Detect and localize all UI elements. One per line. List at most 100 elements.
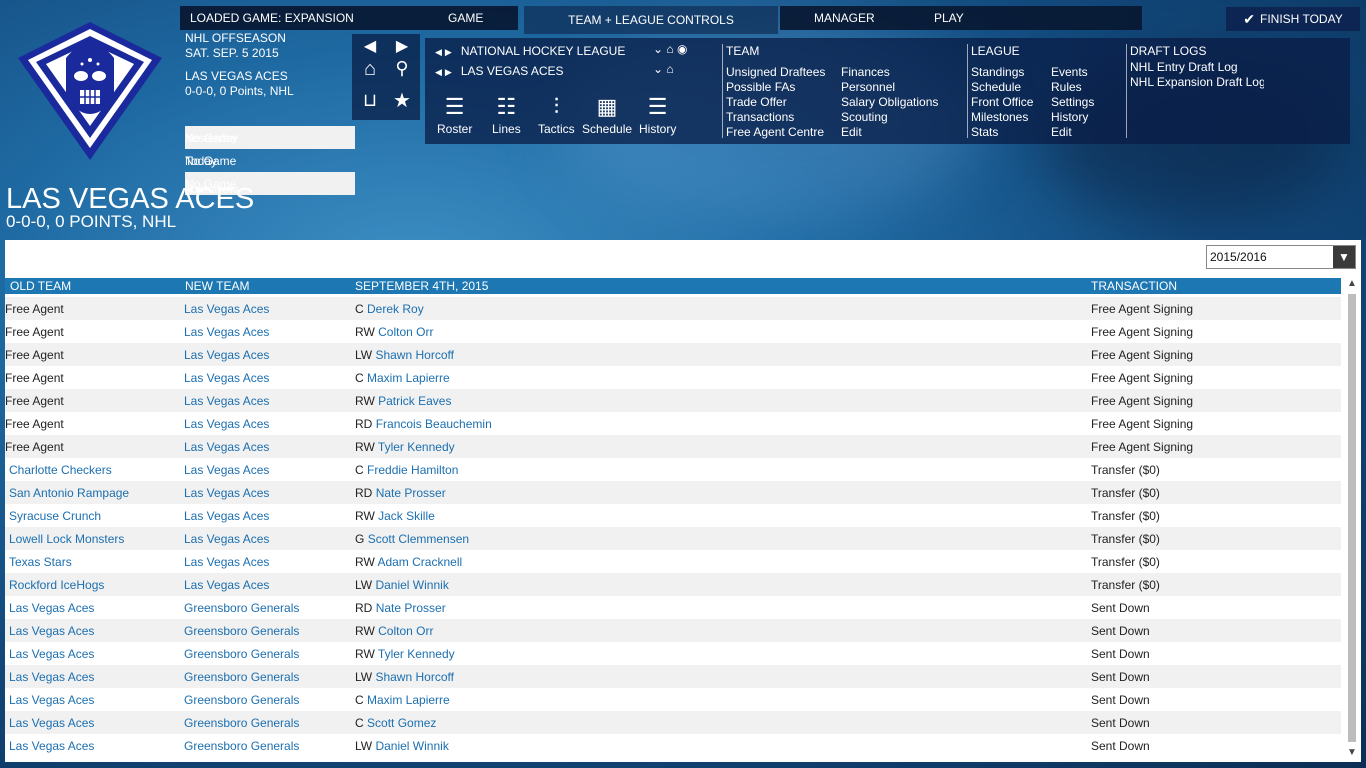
old-team-cell[interactable]: Las Vegas Aces bbox=[9, 670, 95, 684]
player-link[interactable]: Daniel Winnik bbox=[375, 739, 449, 753]
header-new-team[interactable]: NEW TEAM bbox=[185, 279, 250, 293]
old-team-cell[interactable]: San Antonio Rampage bbox=[9, 486, 130, 500]
new-team-cell[interactable]: Greensboro Generals bbox=[184, 716, 300, 730]
team-logo[interactable] bbox=[14, 18, 166, 164]
manager-menu[interactable]: MANAGER bbox=[814, 11, 875, 25]
events-link[interactable]: Events bbox=[1051, 65, 1088, 79]
player-link[interactable]: Tyler Kennedy bbox=[377, 440, 455, 454]
header-date[interactable]: SEPTEMBER 4TH, 2015 bbox=[355, 279, 489, 293]
player-link[interactable]: Shawn Horcoff bbox=[375, 348, 454, 362]
new-team-cell[interactable]: Las Vegas Aces bbox=[184, 325, 270, 339]
scouting-link[interactable]: Scouting bbox=[841, 110, 888, 124]
team-league-controls-tab[interactable]: TEAM + LEAGUE CONTROLS bbox=[524, 6, 778, 34]
star-icon[interactable]: ★ bbox=[393, 90, 411, 112]
new-team-cell[interactable]: Greensboro Generals bbox=[184, 624, 300, 638]
player-link[interactable]: Colton Orr bbox=[378, 624, 434, 638]
player-link[interactable]: Tyler Kennedy bbox=[377, 647, 455, 661]
new-team-cell[interactable]: Las Vegas Aces bbox=[184, 532, 270, 546]
lines-button[interactable]: ☷ Lines bbox=[492, 92, 521, 136]
player-link[interactable]: Maxim Lapierre bbox=[367, 693, 450, 707]
player-link[interactable]: Francois Beauchemin bbox=[375, 417, 492, 431]
entry-draft-log-link[interactable]: NHL Entry Draft Log bbox=[1130, 60, 1238, 74]
chevron-down-icon[interactable]: ▼ bbox=[1333, 246, 1355, 268]
league-selector[interactable]: ◀▶ NATIONAL HOCKEY LEAGUE bbox=[435, 44, 625, 58]
chevron-down-icon[interactable]: ⌄ bbox=[653, 42, 664, 56]
old-team-cell[interactable]: Las Vegas Aces bbox=[9, 647, 95, 661]
play-menu[interactable]: PLAY bbox=[934, 11, 964, 25]
player-link[interactable]: Nate Prosser bbox=[375, 601, 446, 615]
header-transaction[interactable]: TRANSACTION bbox=[1091, 279, 1178, 293]
scroll-down-icon[interactable]: ▼ bbox=[1347, 747, 1357, 758]
old-team-cell[interactable]: Rockford IceHogs bbox=[9, 578, 105, 592]
stats-link[interactable]: Stats bbox=[971, 125, 999, 139]
new-team-cell[interactable]: Las Vegas Aces bbox=[184, 371, 270, 385]
rules-link[interactable]: Rules bbox=[1051, 80, 1082, 94]
finish-today-button[interactable]: ✔ FINISH TODAY bbox=[1226, 7, 1360, 31]
player-link[interactable]: Daniel Winnik bbox=[375, 578, 449, 592]
team-edit-link[interactable]: Edit bbox=[841, 125, 862, 139]
history-button[interactable]: ☰ History bbox=[639, 92, 676, 136]
home-icon[interactable]: ⌂ bbox=[363, 58, 377, 80]
player-link[interactable]: Shawn Horcoff bbox=[375, 670, 454, 684]
player-link[interactable]: Derek Roy bbox=[367, 302, 424, 316]
new-team-cell[interactable]: Las Vegas Aces bbox=[184, 348, 270, 362]
free-agent-centre-link[interactable]: Free Agent Centre bbox=[726, 125, 825, 139]
inbox-icon[interactable]: ⊔ bbox=[362, 90, 378, 110]
new-team-cell[interactable]: Greensboro Generals bbox=[184, 670, 300, 684]
player-link[interactable]: Jack Skille bbox=[378, 509, 435, 523]
expansion-draft-log-link[interactable]: NHL Expansion Draft Log bbox=[1130, 75, 1264, 89]
old-team-cell[interactable]: Las Vegas Aces bbox=[9, 693, 95, 707]
roster-button[interactable]: ☰ Roster bbox=[437, 92, 472, 136]
old-team-cell[interactable]: Las Vegas Aces bbox=[9, 601, 95, 615]
tactics-button[interactable]: ⫶ Tactics bbox=[538, 92, 575, 136]
scroll-up-icon[interactable]: ▲ bbox=[1347, 278, 1357, 289]
scrollbar-thumb[interactable] bbox=[1348, 294, 1356, 742]
old-team-cell[interactable]: Lowell Lock Monsters bbox=[9, 532, 125, 546]
new-team-cell[interactable]: Las Vegas Aces bbox=[184, 394, 270, 408]
game-menu-label[interactable]: GAME bbox=[448, 11, 484, 25]
player-link[interactable]: Nate Prosser bbox=[375, 486, 446, 500]
milestones-link[interactable]: Milestones bbox=[971, 110, 1029, 124]
league-arrows-icon[interactable]: ◀▶ bbox=[435, 47, 455, 57]
new-team-cell[interactable]: Las Vegas Aces bbox=[184, 463, 270, 477]
new-team-cell[interactable]: Las Vegas Aces bbox=[184, 509, 270, 523]
finances-link[interactable]: Finances bbox=[841, 65, 890, 79]
league-edit-link[interactable]: Edit bbox=[1051, 125, 1072, 139]
new-team-cell[interactable]: Las Vegas Aces bbox=[184, 486, 270, 500]
standings-link[interactable]: Standings bbox=[971, 65, 1025, 79]
old-team-cell[interactable]: Las Vegas Aces bbox=[9, 739, 95, 753]
salary-obligations-link[interactable]: Salary Obligations bbox=[841, 95, 939, 109]
search-icon[interactable]: ⚲ bbox=[395, 58, 409, 78]
game-menu[interactable]: LOADED GAME: EXPANSION GAME bbox=[180, 6, 518, 30]
new-team-cell[interactable]: Greensboro Generals bbox=[184, 647, 300, 661]
league-history-link[interactable]: History bbox=[1051, 110, 1089, 124]
new-team-cell[interactable]: Las Vegas Aces bbox=[184, 417, 270, 431]
trade-offer-link[interactable]: Trade Offer bbox=[726, 95, 787, 109]
player-link[interactable]: Freddie Hamilton bbox=[367, 463, 459, 477]
new-team-cell[interactable]: Greensboro Generals bbox=[184, 693, 300, 707]
new-team-cell[interactable]: Greensboro Generals bbox=[184, 601, 300, 615]
player-link[interactable]: Patrick Eaves bbox=[378, 394, 452, 408]
old-team-cell[interactable]: Texas Stars bbox=[9, 555, 72, 569]
new-team-cell[interactable]: Greensboro Generals bbox=[184, 739, 300, 753]
back-arrow-icon[interactable]: ◀ bbox=[363, 38, 377, 55]
front-office-link[interactable]: Front Office bbox=[971, 95, 1034, 109]
new-team-cell[interactable]: Las Vegas Aces bbox=[184, 440, 270, 454]
old-team-cell[interactable]: Syracuse Crunch bbox=[9, 509, 102, 523]
player-link[interactable]: Scott Gomez bbox=[367, 716, 437, 730]
league-home-icon[interactable]: ⌂ bbox=[666, 42, 674, 56]
player-link[interactable]: Scott Clemmensen bbox=[367, 532, 470, 546]
new-team-cell[interactable]: Las Vegas Aces bbox=[184, 578, 270, 592]
scrollbar[interactable]: ▲ ▼ bbox=[1346, 278, 1358, 758]
player-link[interactable]: Maxim Lapierre bbox=[367, 371, 450, 385]
new-team-cell[interactable]: Las Vegas Aces bbox=[184, 555, 270, 569]
chevron-down-icon[interactable]: ⌄ bbox=[653, 62, 664, 76]
possible-fas-link[interactable]: Possible FAs bbox=[726, 80, 796, 94]
forward-arrow-icon[interactable]: ▶ bbox=[395, 38, 409, 55]
globe-icon[interactable]: ◉ bbox=[677, 42, 688, 56]
schedule-button[interactable]: ▦ Schedule bbox=[582, 92, 632, 136]
settings-link[interactable]: Settings bbox=[1051, 95, 1095, 109]
header-old-team[interactable]: OLD TEAM bbox=[10, 279, 72, 293]
new-team-cell[interactable]: Las Vegas Aces bbox=[184, 302, 270, 316]
player-link[interactable]: Adam Cracknell bbox=[377, 555, 463, 569]
